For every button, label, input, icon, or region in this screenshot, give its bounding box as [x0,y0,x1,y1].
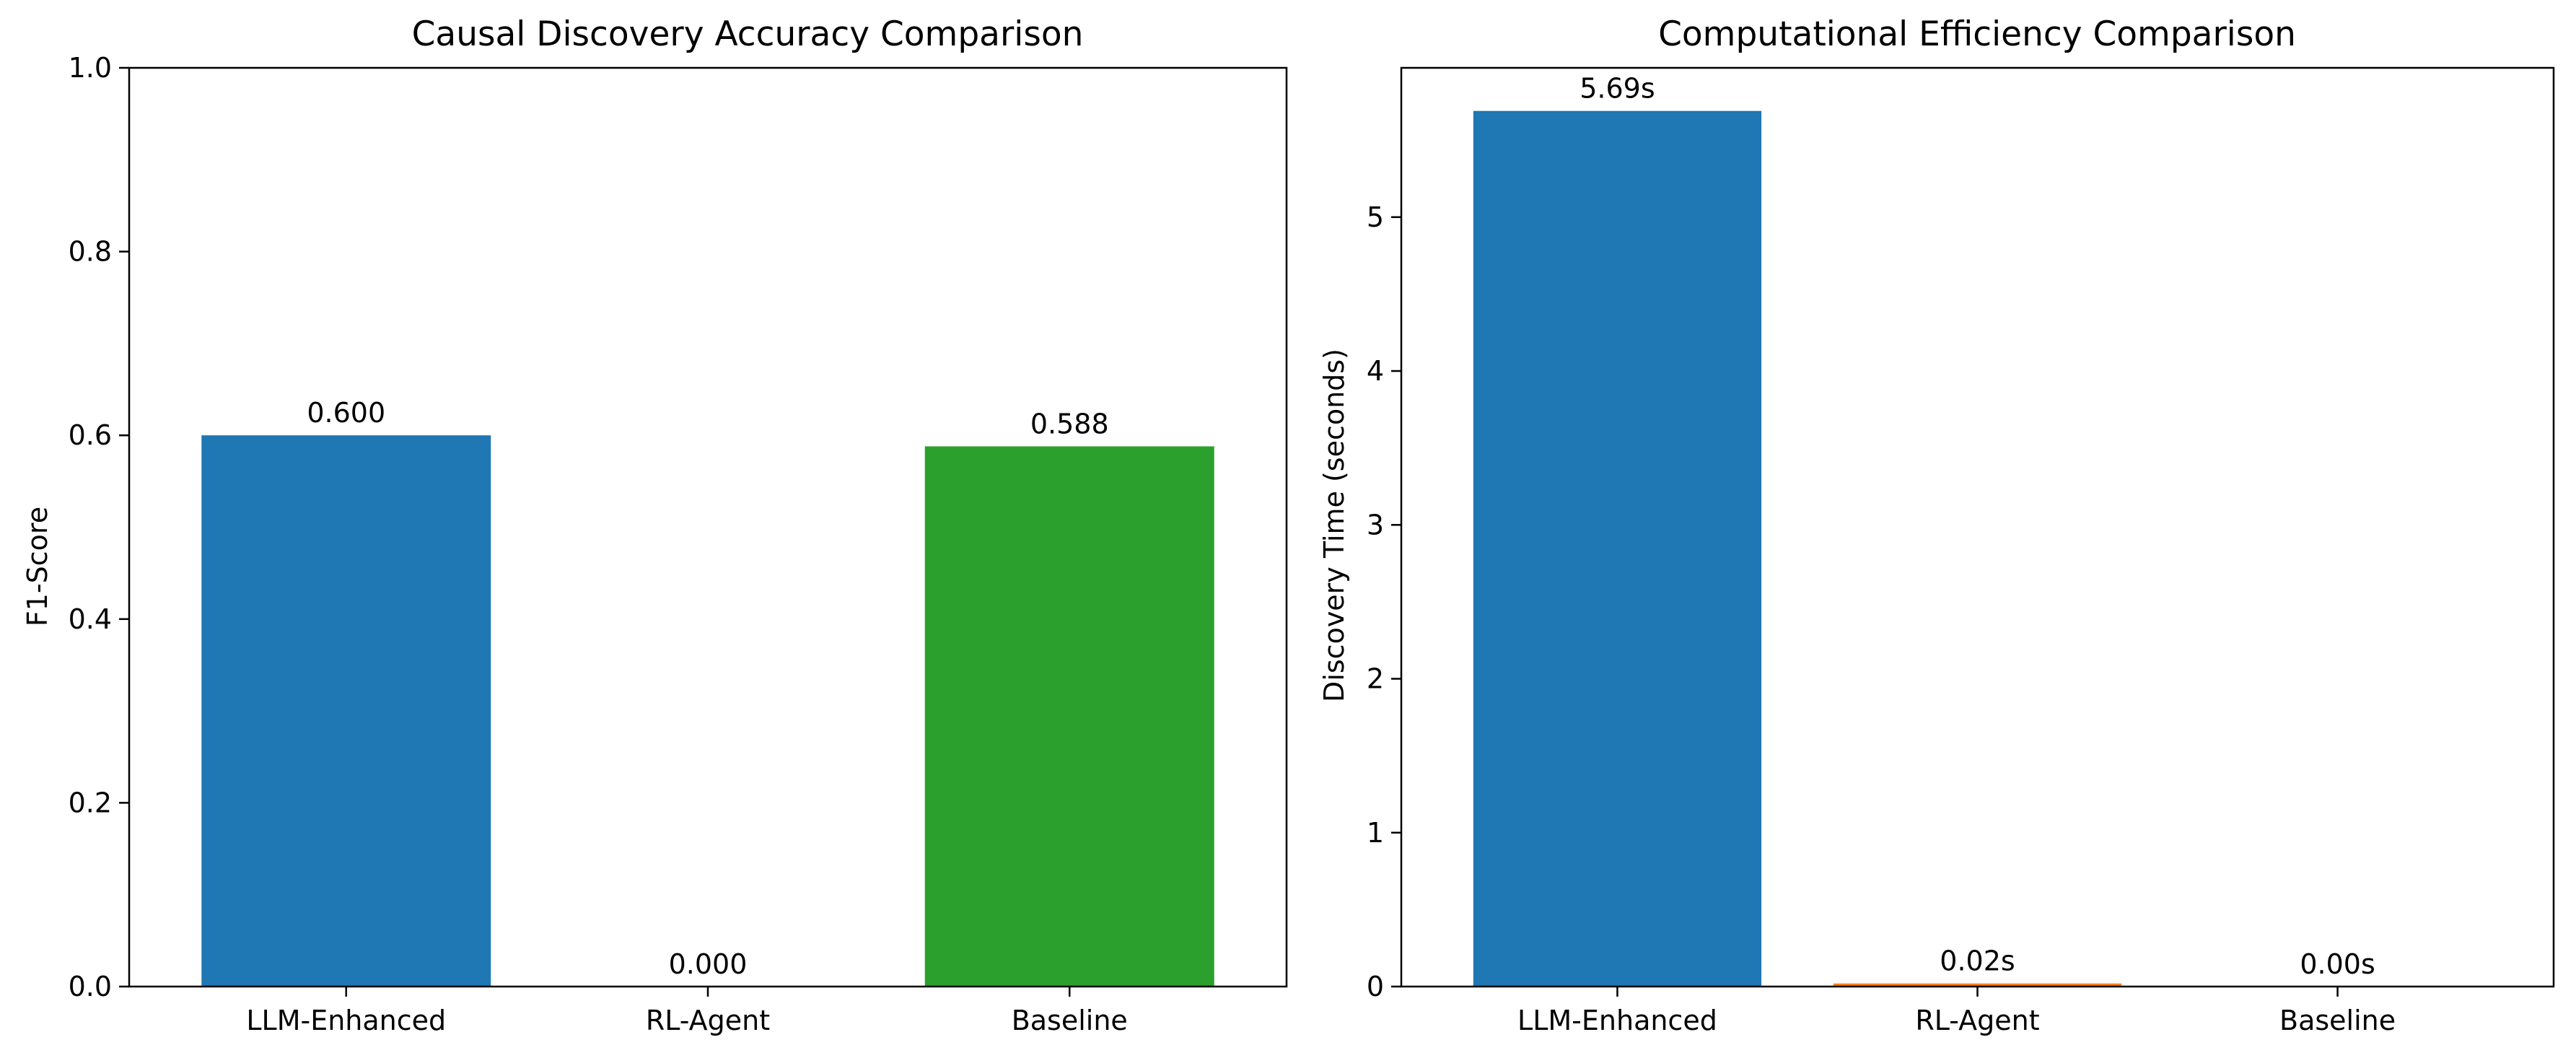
accuracy-data-labels: 0.600 0.000 0.588 [307,397,1108,980]
accuracy-bar-baseline [924,446,1214,987]
efficiency-xtick-label: Baseline [2279,1005,2396,1036]
accuracy-ytick-label: 0.6 [69,419,112,451]
accuracy-y-axis: 0.0 0.2 0.4 0.6 0.8 1.0 [69,52,129,1002]
efficiency-y-axis-label: Discovery Time (seconds) [1318,349,1350,702]
accuracy-xtick-label: LLM-Enhanced [246,1005,446,1036]
accuracy-ytick-label: 0.0 [69,971,112,1002]
efficiency-y-axis: 0 1 2 3 4 5 [1367,201,1401,1002]
accuracy-y-axis-label: F1-Score [22,507,53,626]
accuracy-bars [201,435,1214,987]
efficiency-ytick-label: 2 [1367,663,1384,695]
efficiency-bar-llm-enhanced [1473,110,1762,987]
efficiency-bars [1473,110,2122,987]
accuracy-x-axis: LLM-Enhanced RL-Agent Baseline [246,987,1128,1036]
accuracy-ytick-label: 0.4 [69,603,112,635]
efficiency-plot-frame [1400,66,2555,988]
efficiency-xtick-label: RL-Agent [1915,1005,2039,1036]
accuracy-xtick-label: RL-Agent [646,1005,770,1036]
accuracy-data-label: 0.588 [1030,408,1109,440]
efficiency-ytick-label: 5 [1367,201,1384,233]
efficiency-data-labels: 5.69s 0.02s 0.00s [1580,73,2375,980]
efficiency-data-label: 5.69s [1580,73,1655,105]
efficiency-x-axis: LLM-Enhanced RL-Agent Baseline [1517,987,2396,1036]
efficiency-chart: Computational Efficiency Comparison Disc… [1318,14,2555,1036]
accuracy-chart-title: Causal Discovery Accuracy Comparison [412,14,1084,54]
efficiency-ytick-label: 0 [1367,971,1384,1002]
efficiency-ytick-label: 1 [1367,817,1384,849]
accuracy-plot-frame [128,66,1288,988]
accuracy-bar-llm-enhanced [201,435,491,987]
efficiency-bar-rl-agent [1833,983,2122,987]
accuracy-xtick-label: Baseline [1012,1005,1128,1036]
efficiency-xtick-label: LLM-Enhanced [1517,1005,1717,1036]
accuracy-chart: Causal Discovery Accuracy Comparison F1-… [22,14,1288,1036]
accuracy-ytick-label: 1.0 [69,52,112,84]
accuracy-data-label: 0.600 [307,397,385,429]
accuracy-ytick-label: 0.2 [69,787,112,818]
accuracy-ytick-label: 0.8 [69,236,112,268]
efficiency-data-label: 0.00s [2300,948,2375,980]
efficiency-chart-title: Computational Efficiency Comparison [1658,14,2296,54]
efficiency-data-label: 0.02s [1940,945,2015,977]
accuracy-data-label: 0.000 [669,948,748,980]
efficiency-ytick-label: 4 [1367,355,1384,387]
efficiency-ytick-label: 3 [1367,509,1384,541]
